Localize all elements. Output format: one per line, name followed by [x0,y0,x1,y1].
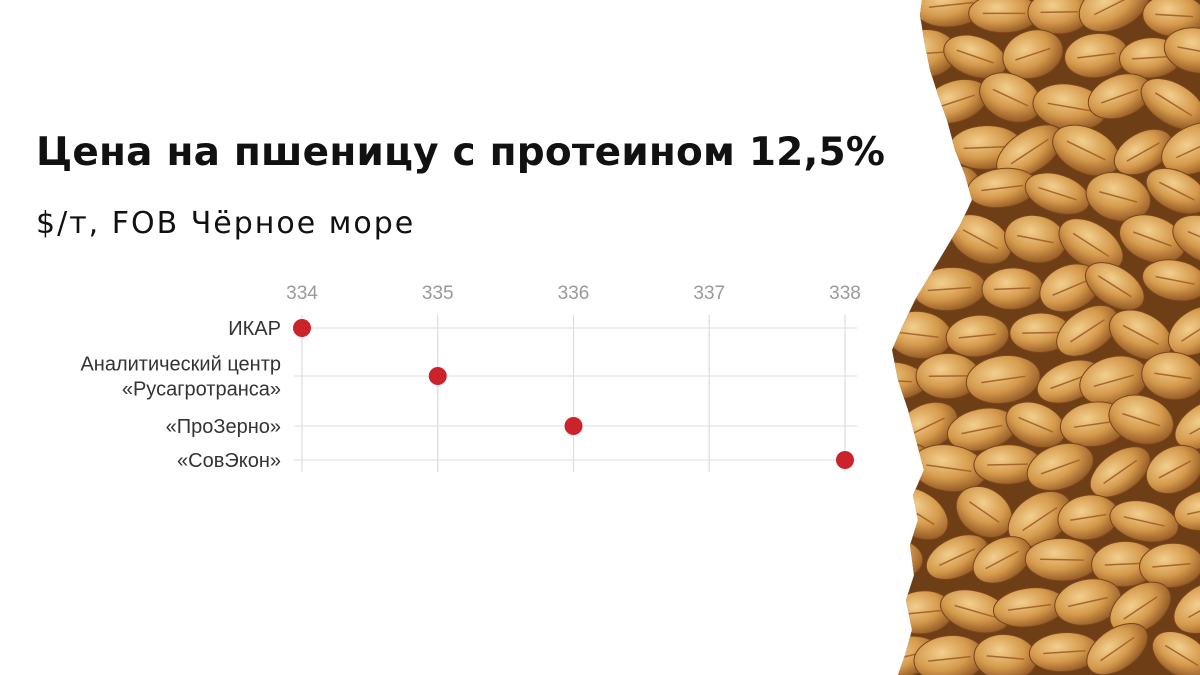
x-tick-label: 337 [693,283,725,304]
chart-title: Цена на пшеницу с протеином 12,5% [36,130,886,175]
category-label: Аналитический центр [80,354,281,376]
chart-subtitle: $/т, FOB Чёрное море [36,206,416,241]
category-label: «СовЭкон» [177,450,281,472]
category-label: ИКАР [228,318,281,340]
x-tick-label: 338 [829,283,861,304]
x-tick-label: 334 [286,283,318,304]
data-point [564,417,583,435]
category-label: «Русагротранса» [122,379,281,401]
data-point [293,319,311,337]
x-tick-label: 336 [558,283,590,304]
data-point [836,451,854,469]
x-tick-label: 335 [422,283,454,304]
category-label: «ПроЗерно» [166,416,281,438]
data-point [428,367,447,385]
